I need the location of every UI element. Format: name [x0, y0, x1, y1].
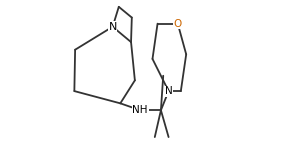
Text: NH: NH: [133, 105, 148, 115]
Text: N: N: [109, 22, 117, 32]
Text: O: O: [174, 19, 182, 29]
Text: N: N: [165, 86, 173, 96]
